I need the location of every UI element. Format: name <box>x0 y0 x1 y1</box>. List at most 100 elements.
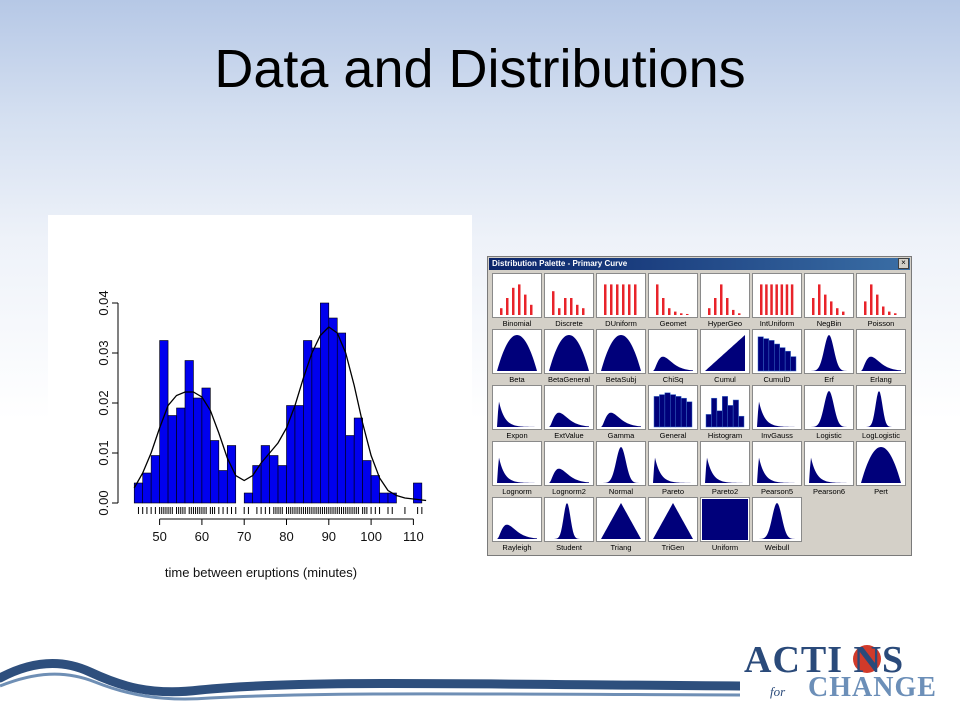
distribution-uniform-button[interactable]: Uniform <box>700 497 750 553</box>
distribution-label: Uniform <box>711 543 739 552</box>
distribution-label: Student <box>556 543 582 552</box>
distribution-logistic-button[interactable]: Logistic <box>804 385 854 441</box>
distribution-label: Binomial <box>502 319 532 328</box>
distribution-pearson6-button[interactable]: Pearson6 <box>804 441 854 497</box>
distribution-shape-icon <box>702 499 748 540</box>
distribution-shape-icon <box>708 284 741 315</box>
x-tick-label: 50 <box>152 529 166 544</box>
distribution-label: CumulD <box>763 375 791 384</box>
distribution-hypergeo-button[interactable]: HyperGeo <box>700 273 750 329</box>
distribution-binomial-button[interactable]: Binomial <box>492 273 542 329</box>
distribution-shape-icon <box>500 284 533 315</box>
distribution-gamma-button[interactable]: Gamma <box>596 385 646 441</box>
histogram-bar <box>336 332 347 504</box>
histogram-figure: 50 60 70 80 90 100 110 0.00 0.01 0.02 0.03 0.04 tim… <box>48 215 472 597</box>
distribution-erf-button[interactable]: Erf <box>804 329 854 385</box>
distribution-triang-button[interactable]: Triang <box>596 497 646 553</box>
distribution-shape-icon <box>656 284 689 315</box>
distribution-shape-icon <box>497 457 537 483</box>
distribution-thumbnail <box>752 441 802 486</box>
distribution-cumul-button[interactable]: Cumul <box>700 329 750 385</box>
distribution-beta-button[interactable]: Beta <box>492 329 542 385</box>
distribution-thumbnail <box>700 273 750 318</box>
distribution-thumbnail <box>856 329 906 374</box>
distribution-label: Histogram <box>707 431 743 440</box>
distribution-betasubj-button[interactable]: BetaSubj <box>596 329 646 385</box>
distribution-discrete-button[interactable]: Discrete <box>544 273 594 329</box>
distribution-shape-icon <box>861 447 901 483</box>
distribution-extvalue-button[interactable]: ExtValue <box>544 385 594 441</box>
distribution-thumbnail <box>856 441 906 486</box>
distribution-shape-icon <box>552 291 585 315</box>
distribution-label: InvGauss <box>761 431 793 440</box>
distribution-thumbnail <box>544 385 594 430</box>
distribution-label: DUniform <box>605 319 637 328</box>
histogram-bar <box>328 317 338 504</box>
histogram-bar <box>286 405 296 504</box>
distribution-student-button[interactable]: Student <box>544 497 594 553</box>
histogram-axes: 50 60 70 80 90 100 110 0.00 0.01 0.02 0.03 0.04 <box>96 290 424 544</box>
distribution-thumbnail <box>492 329 542 374</box>
decorative-swoosh <box>0 658 740 701</box>
distribution-normal-button[interactable]: Normal <box>596 441 646 497</box>
distribution-thumbnail <box>752 329 802 374</box>
distribution-label: TriGen <box>661 543 685 552</box>
distribution-pert-button[interactable]: Pert <box>856 441 906 497</box>
distribution-loglogistic-button[interactable]: LogLogistic <box>856 385 906 441</box>
distribution-shape-icon <box>601 447 641 483</box>
distribution-thumbnail <box>648 497 698 542</box>
distribution-betageneral-button[interactable]: BetaGeneral <box>544 329 594 385</box>
histogram-bar <box>311 347 321 504</box>
distribution-label: Discrete <box>555 319 583 328</box>
distribution-intuniform-button[interactable]: IntUniform <box>752 273 802 329</box>
logo-castle-emblem <box>853 645 881 673</box>
distribution-palette-window[interactable]: Distribution Palette - Primary Curve × B… <box>487 256 912 556</box>
logo-for-text: for <box>770 684 786 699</box>
distribution-negbin-button[interactable]: NegBin <box>804 273 854 329</box>
distribution-pareto2-button[interactable]: Pareto2 <box>700 441 750 497</box>
distribution-shape-icon <box>757 457 797 483</box>
x-axis-label: time between eruptions (minutes) <box>165 565 357 580</box>
distribution-cumuld-button[interactable]: CumulD <box>752 329 802 385</box>
distribution-shape-icon <box>601 503 641 539</box>
y-tick-label: 0.03 <box>96 340 111 365</box>
distribution-weibull-button[interactable]: Weibull <box>752 497 802 553</box>
histogram-bar <box>201 387 211 504</box>
distribution-label: Lognorm <box>502 487 532 496</box>
distribution-label: Erf <box>824 375 834 384</box>
distribution-shape-icon <box>549 468 589 483</box>
distribution-chisq-button[interactable]: ChiSq <box>648 329 698 385</box>
distribution-pareto-button[interactable]: Pareto <box>648 441 698 497</box>
distribution-thumbnail <box>596 385 646 430</box>
distribution-shape-icon <box>812 284 845 315</box>
distribution-lognorm-button[interactable]: Lognorm <box>492 441 542 497</box>
distribution-poisson-button[interactable]: Poisson <box>856 273 906 329</box>
histogram-bar <box>269 455 279 504</box>
distribution-thumbnail <box>596 497 646 542</box>
palette-title-bar[interactable]: Distribution Palette - Primary Curve <box>489 258 910 270</box>
x-tick-label: 100 <box>360 529 382 544</box>
distribution-thumbnail <box>492 385 542 430</box>
distribution-shape-icon <box>861 356 901 371</box>
histogram-bar <box>320 302 330 504</box>
y-tick-label: 0.02 <box>96 390 111 415</box>
distribution-thumbnail <box>752 385 802 430</box>
close-icon[interactable]: × <box>898 258 909 269</box>
distribution-invgauss-button[interactable]: InvGauss <box>752 385 802 441</box>
distribution-thumbnail <box>544 441 594 486</box>
distribution-geomet-button[interactable]: Geomet <box>648 273 698 329</box>
distribution-trigen-button[interactable]: TriGen <box>648 497 698 553</box>
distribution-thumbnail <box>752 497 802 542</box>
distribution-expon-button[interactable]: Expon <box>492 385 542 441</box>
distribution-histogram-button[interactable]: Histogram <box>700 385 750 441</box>
y-tick-label: 0.04 <box>96 290 111 315</box>
distribution-rayleigh-button[interactable]: Rayleigh <box>492 497 542 553</box>
distribution-pearson5-button[interactable]: Pearson5 <box>752 441 802 497</box>
distribution-duniform-button[interactable]: DUniform <box>596 273 646 329</box>
distribution-lognorm2-button[interactable]: Lognorm2 <box>544 441 594 497</box>
logo-actions-text: ACTI NS <box>744 639 905 681</box>
distribution-thumbnail <box>544 273 594 318</box>
distribution-general-button[interactable]: General <box>648 385 698 441</box>
distribution-erlang-button[interactable]: Erlang <box>856 329 906 385</box>
distribution-label: General <box>659 431 687 440</box>
